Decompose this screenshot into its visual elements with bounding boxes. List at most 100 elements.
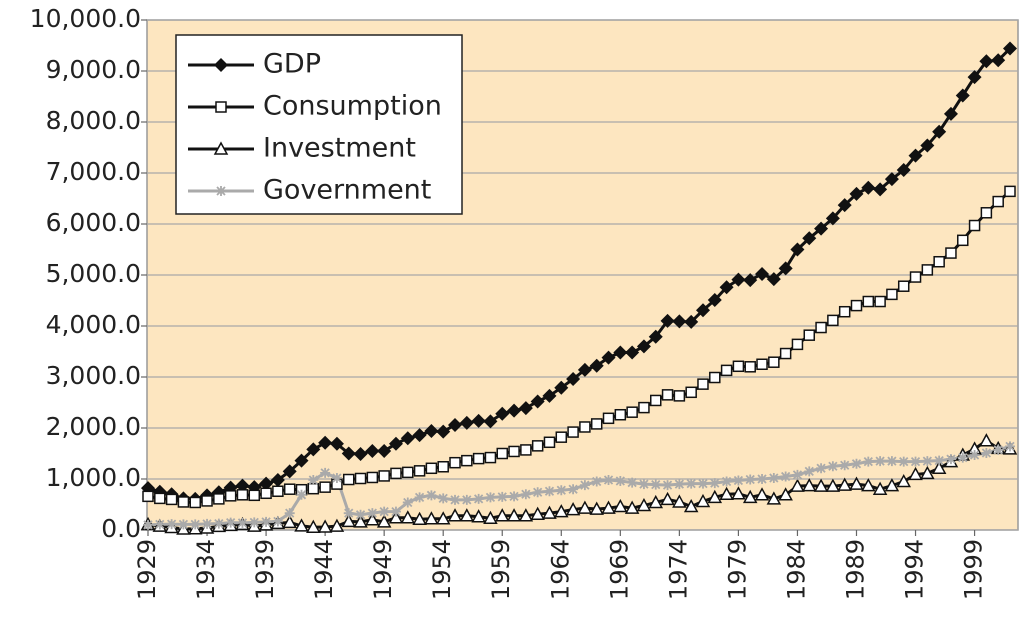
marker xyxy=(792,469,803,480)
marker xyxy=(732,360,745,373)
marker xyxy=(216,186,226,196)
marker xyxy=(472,452,485,465)
marker xyxy=(921,264,934,276)
marker xyxy=(272,516,283,527)
legend-label: GDP xyxy=(263,49,321,80)
marker xyxy=(567,426,579,438)
y-tick-label: 7,000.0 xyxy=(46,157,141,186)
marker xyxy=(837,477,852,491)
marker xyxy=(814,221,829,236)
marker xyxy=(237,517,248,528)
marker xyxy=(993,444,1004,455)
marker xyxy=(343,508,354,519)
x-tick-label: 1974 xyxy=(664,539,692,600)
marker xyxy=(354,472,367,485)
marker xyxy=(402,466,414,479)
marker xyxy=(1005,441,1015,452)
marker xyxy=(945,454,956,465)
marker xyxy=(791,338,804,351)
marker xyxy=(624,500,640,514)
marker xyxy=(483,414,498,429)
marker xyxy=(450,494,461,505)
marker xyxy=(943,106,958,121)
marker xyxy=(590,418,603,430)
y-tick-label: 6,000.0 xyxy=(46,208,141,237)
marker xyxy=(625,345,640,360)
marker xyxy=(674,479,685,490)
marker xyxy=(496,447,508,460)
y-tick-label: 4,000.0 xyxy=(46,310,141,339)
marker xyxy=(660,313,675,328)
marker xyxy=(827,461,838,472)
marker xyxy=(282,464,297,479)
marker xyxy=(981,447,992,458)
marker xyxy=(556,485,567,496)
marker xyxy=(520,489,531,500)
marker xyxy=(414,492,425,503)
x-tick-label: 1999 xyxy=(960,539,988,600)
marker xyxy=(756,358,768,370)
marker xyxy=(494,508,510,522)
marker xyxy=(673,390,686,402)
marker xyxy=(613,345,628,360)
marker xyxy=(755,266,770,281)
marker xyxy=(341,446,356,461)
marker xyxy=(931,460,947,475)
legend-label: Government xyxy=(263,175,431,206)
marker xyxy=(318,435,333,450)
marker xyxy=(779,347,792,360)
x-tick-label: 1984 xyxy=(782,539,810,600)
marker xyxy=(757,474,768,484)
marker xyxy=(424,424,439,439)
marker xyxy=(648,329,663,344)
marker xyxy=(213,141,229,155)
marker xyxy=(863,456,874,467)
marker xyxy=(898,456,909,467)
marker xyxy=(566,372,581,387)
x-tick-label: 1954 xyxy=(428,539,456,600)
marker xyxy=(896,162,911,177)
marker xyxy=(816,463,827,474)
marker xyxy=(331,472,342,483)
marker xyxy=(874,295,886,308)
marker xyxy=(400,510,416,524)
marker xyxy=(438,493,449,504)
marker xyxy=(731,486,746,500)
marker xyxy=(554,504,569,518)
marker xyxy=(447,508,463,522)
marker xyxy=(827,314,839,327)
marker xyxy=(897,280,910,292)
marker xyxy=(341,513,357,528)
marker xyxy=(461,454,473,467)
marker xyxy=(626,406,638,418)
marker xyxy=(813,478,829,492)
marker xyxy=(872,481,888,495)
marker xyxy=(969,450,980,461)
marker xyxy=(873,182,888,197)
marker xyxy=(662,480,673,491)
marker xyxy=(459,508,475,522)
marker xyxy=(650,479,661,490)
marker xyxy=(601,500,616,514)
marker xyxy=(317,519,333,533)
marker xyxy=(980,207,993,219)
marker xyxy=(437,461,449,473)
marker xyxy=(577,500,593,514)
marker xyxy=(424,511,439,525)
marker xyxy=(530,394,545,409)
marker xyxy=(296,489,307,500)
y-tick-label: 8,000.0 xyxy=(46,106,141,135)
marker xyxy=(367,508,378,519)
marker xyxy=(743,273,758,288)
marker xyxy=(412,428,427,443)
marker xyxy=(497,491,508,502)
marker xyxy=(565,502,581,516)
marker xyxy=(896,473,911,488)
x-tick-label: 1989 xyxy=(841,539,869,600)
marker xyxy=(435,511,451,525)
marker xyxy=(790,478,805,492)
marker xyxy=(721,476,732,487)
marker xyxy=(306,519,321,533)
marker xyxy=(754,487,770,501)
marker xyxy=(742,489,758,504)
